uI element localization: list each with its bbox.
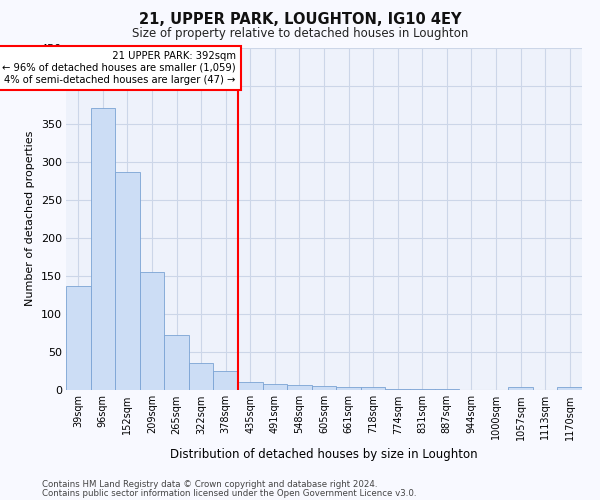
Bar (164, 335, 189, 390)
Bar (312, 386, 336, 390)
Bar (434, 389, 459, 390)
Bar (263, 384, 287, 390)
Bar (557, 387, 582, 390)
Bar (385, 389, 410, 390)
Text: 21, UPPER PARK, LOUGHTON, IG10 4EY: 21, UPPER PARK, LOUGHTON, IG10 4EY (139, 12, 461, 28)
Bar (238, 382, 263, 390)
Bar (287, 384, 312, 390)
Text: Contains public sector information licensed under the Open Government Licence v3: Contains public sector information licen… (42, 489, 416, 498)
Y-axis label: Number of detached properties: Number of detached properties (25, 131, 35, 306)
Bar (91, 108, 115, 390)
Bar (508, 387, 533, 390)
Bar (189, 362, 214, 390)
Bar (361, 387, 385, 390)
Bar (410, 389, 434, 390)
Text: 21 UPPER PARK: 392sqm
← 96% of detached houses are smaller (1,059)
4% of semi-de: 21 UPPER PARK: 392sqm ← 96% of detached … (2, 52, 236, 84)
Bar (140, 272, 164, 390)
Bar (336, 387, 361, 390)
Bar (66, 286, 91, 390)
Bar (115, 172, 140, 390)
Bar (214, 371, 238, 390)
X-axis label: Distribution of detached houses by size in Loughton: Distribution of detached houses by size … (170, 448, 478, 461)
Text: Contains HM Land Registry data © Crown copyright and database right 2024.: Contains HM Land Registry data © Crown c… (42, 480, 377, 489)
Text: Size of property relative to detached houses in Loughton: Size of property relative to detached ho… (132, 28, 468, 40)
